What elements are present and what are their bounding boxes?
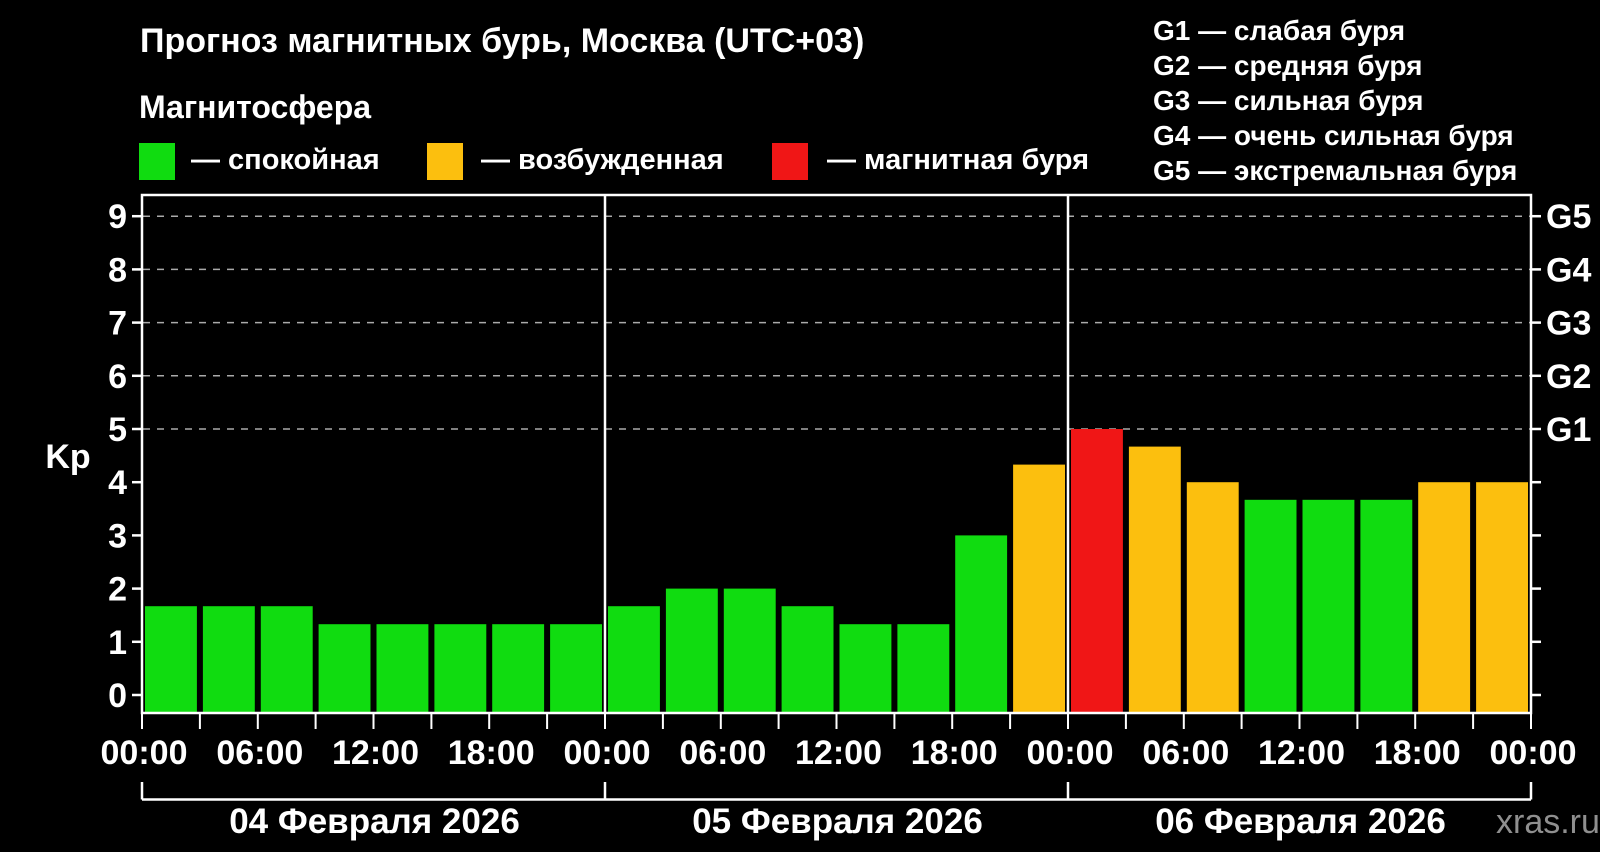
svg-text:G1: G1	[1546, 411, 1591, 449]
svg-text:04 Февраля 2026: 04 Февраля 2026	[229, 802, 520, 841]
svg-text:2: 2	[108, 571, 127, 609]
svg-text:G4: G4	[1546, 251, 1591, 289]
svg-text:G3: G3	[1546, 305, 1591, 343]
svg-text:G4 — очень сильная буря: G4 — очень сильная буря	[1153, 120, 1514, 151]
svg-text:8: 8	[108, 251, 127, 289]
svg-text:G2 — средняя буря: G2 — средняя буря	[1153, 50, 1423, 81]
svg-text:5: 5	[108, 411, 127, 449]
svg-text:18:00: 18:00	[448, 734, 535, 772]
svg-text:6: 6	[108, 358, 127, 396]
svg-text:0: 0	[108, 677, 127, 715]
svg-text:06:00: 06:00	[1142, 734, 1229, 772]
svg-text:Прогноз магнитных бурь, Москва: Прогноз магнитных бурь, Москва (UTC+03)	[140, 22, 864, 60]
svg-text:18:00: 18:00	[1374, 734, 1461, 772]
svg-text:9: 9	[108, 198, 127, 236]
svg-text:18:00: 18:00	[911, 734, 998, 772]
svg-text:— спокойная: — спокойная	[191, 144, 380, 176]
svg-text:06:00: 06:00	[679, 734, 766, 772]
svg-text:G2: G2	[1546, 358, 1591, 396]
svg-text:Магнитосфера: Магнитосфера	[139, 89, 371, 125]
svg-text:3: 3	[108, 517, 127, 555]
svg-text:G5 — экстремальная буря: G5 — экстремальная буря	[1153, 155, 1517, 186]
svg-text:12:00: 12:00	[795, 734, 882, 772]
svg-text:7: 7	[108, 305, 127, 343]
svg-text:G1 — слабая буря: G1 — слабая буря	[1153, 15, 1405, 46]
svg-text:12:00: 12:00	[332, 734, 419, 772]
svg-text:00:00: 00:00	[1490, 734, 1577, 772]
svg-text:G5: G5	[1546, 198, 1591, 236]
svg-text:4: 4	[108, 464, 127, 502]
svg-text:12:00: 12:00	[1258, 734, 1345, 772]
svg-text:xras.ru: xras.ru	[1496, 803, 1600, 841]
svg-text:00:00: 00:00	[101, 734, 188, 772]
svg-text:06:00: 06:00	[216, 734, 303, 772]
svg-text:Kp: Kp	[45, 438, 90, 476]
svg-text:06 Февраля 2026: 06 Февраля 2026	[1155, 802, 1446, 841]
svg-text:G3 — сильная буря: G3 — сильная буря	[1153, 85, 1424, 116]
svg-text:00:00: 00:00	[564, 734, 651, 772]
svg-text:— возбужденная: — возбужденная	[481, 144, 724, 176]
svg-text:05 Февраля 2026: 05 Февраля 2026	[692, 802, 983, 841]
svg-text:1: 1	[108, 624, 127, 662]
svg-text:— магнитная буря: — магнитная буря	[827, 144, 1089, 176]
svg-text:00:00: 00:00	[1027, 734, 1114, 772]
